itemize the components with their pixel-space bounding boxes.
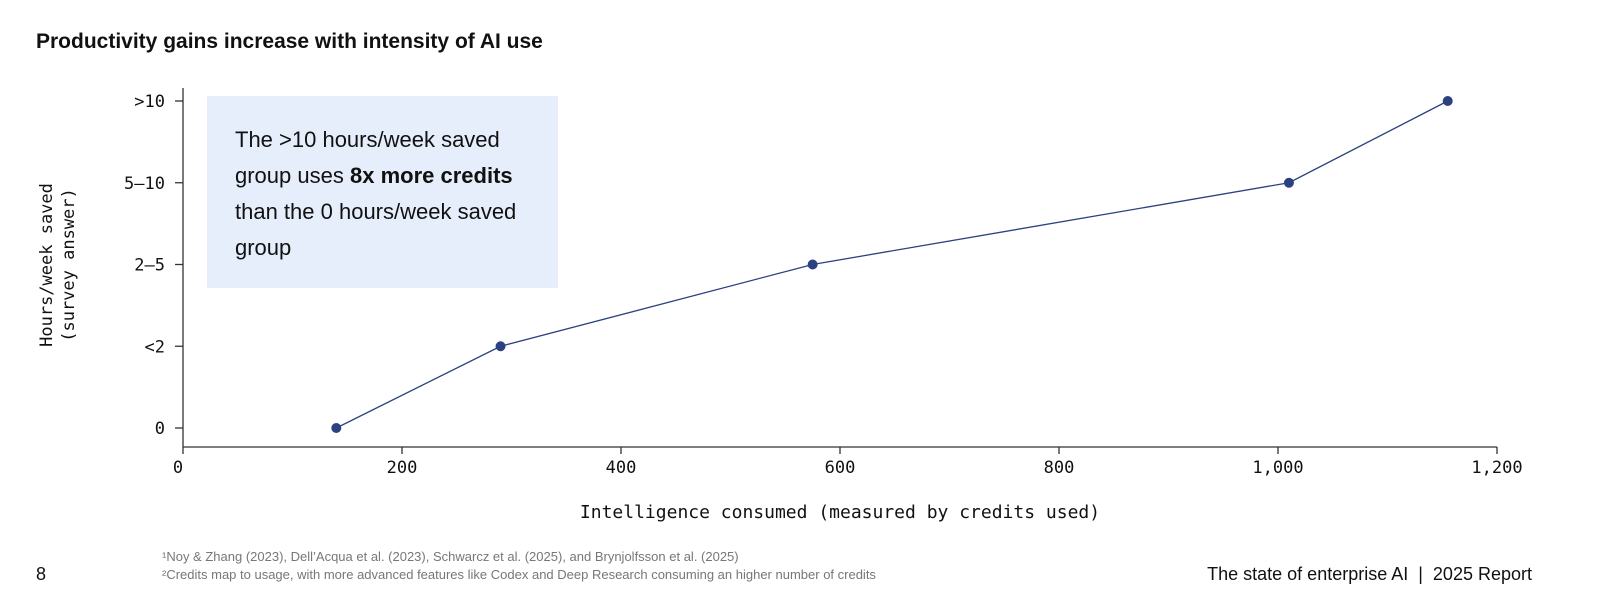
footnote-2: ²Credits map to usage, with more advance…: [162, 567, 876, 582]
y-tick-label: >10: [134, 92, 165, 112]
footnote-1: ¹Noy & Zhang (2023), Dell’Acqua et al. (…: [162, 549, 739, 564]
x-tick-label: 200: [387, 458, 418, 478]
callout-bold: 8x: [349, 163, 375, 188]
y-tick-label: 2–5: [134, 256, 165, 276]
data-point: [1442, 96, 1453, 106]
data-point: [807, 259, 818, 270]
data-point: [1283, 177, 1294, 188]
chart-title: Productivity gains increase with intensi…: [36, 30, 543, 53]
callout-bold: more credits: [380, 163, 513, 188]
y-axis-label: Hours/week saved (survey answer): [37, 183, 79, 347]
x-tick-label: 600: [825, 458, 856, 478]
data-point: [331, 423, 342, 433]
data-point: [495, 341, 506, 352]
y-tick-label: 5–10: [124, 174, 165, 194]
footnotes: ¹Noy & Zhang (2023), Dell’Acqua et al. (…: [162, 548, 876, 584]
x-tick-label: 800: [1044, 458, 1075, 478]
x-tick-label: 400: [606, 458, 637, 478]
callout-text: than the 0 hours/week saved group: [235, 199, 517, 260]
callout-box: The >10 hours/week saved group uses 8x m…: [207, 96, 558, 288]
y-tick-label: <2: [145, 337, 165, 357]
x-tick-label: 1,200: [1471, 458, 1522, 478]
x-tick-label: 0: [173, 458, 183, 478]
x-axis-label: Intelligence consumed (measured by credi…: [580, 502, 1100, 523]
report-label: The state of enterprise AI | 2025 Report: [1207, 564, 1532, 584]
page-number: 8: [36, 564, 47, 584]
callout-text: The >10 hours/week saved group uses: [235, 127, 500, 188]
x-tick-label: 1,000: [1252, 458, 1303, 478]
y-tick-label: 0: [155, 419, 165, 439]
